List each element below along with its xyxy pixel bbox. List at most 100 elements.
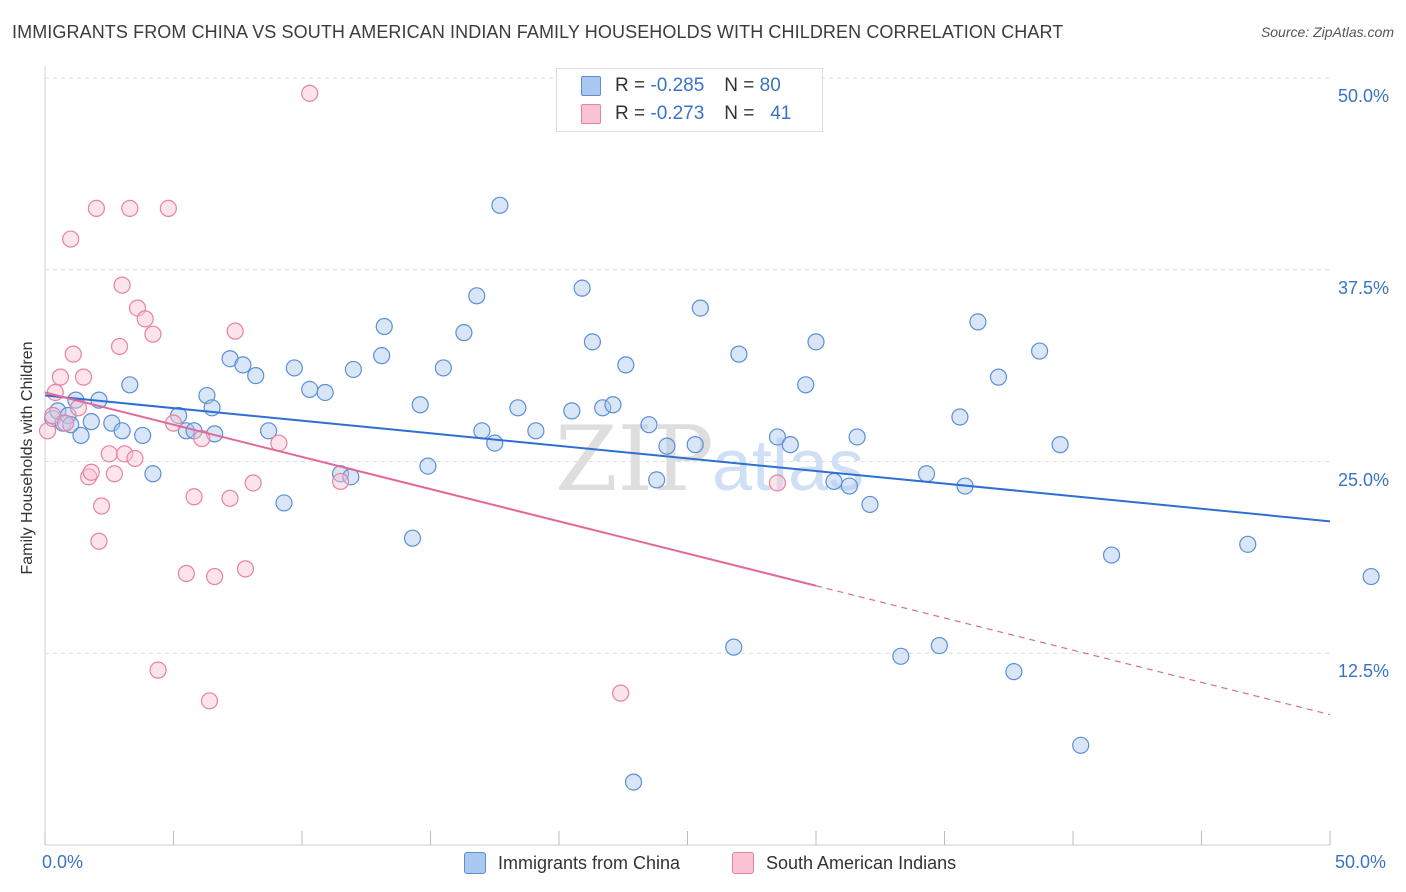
china-point (563, 402, 581, 420)
watermark-atlas: atlas (712, 426, 864, 506)
legend-n-value-south-american-indians: 41 (770, 103, 792, 124)
china-point (121, 376, 139, 394)
legend-row-south-american-indians: R = -0.273 N = 41 (581, 102, 791, 126)
south-american-indian-point (90, 532, 108, 550)
china-point (730, 345, 748, 363)
china-point (691, 299, 709, 317)
south-american-indian-point (105, 465, 123, 483)
south-american-indian-point (149, 661, 167, 679)
axes (44, 66, 1331, 846)
legend-item-china[interactable]: Immigrants from China (464, 852, 680, 874)
trend-line-china (44, 394, 1331, 523)
legend-swatch-china (464, 852, 486, 874)
south-american-indian-point (121, 199, 139, 217)
china-point (316, 383, 334, 402)
south-american-indian-point (159, 199, 177, 217)
china-point (604, 396, 622, 414)
china-point (285, 359, 303, 377)
china-point (275, 494, 293, 512)
china-point (1030, 342, 1049, 360)
legend-r-value-china: -0.285 (650, 75, 705, 96)
china-point (686, 436, 704, 454)
south-american-indian-point (612, 684, 630, 702)
south-american-indian-point (44, 406, 62, 425)
legend-n-value-china: 80 (759, 75, 781, 96)
trend-line-south-american-indians (44, 391, 817, 587)
south-american-indian-point (193, 429, 211, 448)
south-american-indian-point (113, 276, 131, 294)
china-point (930, 636, 948, 655)
china-point (301, 380, 319, 399)
south-american-indian-point (38, 422, 57, 440)
china-point (259, 422, 278, 440)
china-point (840, 477, 859, 495)
china-point (658, 437, 676, 455)
china-point (247, 366, 265, 385)
china-point (781, 436, 799, 454)
south-american-indian-point (74, 368, 93, 386)
y-tick-label-0: 12.5% (1338, 661, 1390, 682)
trend-lines (44, 391, 1331, 716)
south-american-indian-point (92, 497, 111, 515)
china-point (373, 347, 391, 365)
south-american-indian-point (116, 445, 134, 463)
series-south-american-indians (38, 84, 787, 710)
china-point (640, 416, 658, 434)
legend-r-value-south-american-indians: -0.273 (650, 103, 705, 124)
south-american-indian-point (136, 310, 154, 328)
south-american-indian-point (64, 345, 82, 363)
south-american-indian-point (87, 199, 106, 217)
china-point (825, 472, 843, 491)
correlation-legend: R = -0.285 N = 80 R = -0.273 N = 41 (556, 68, 823, 132)
south-american-indian-point (126, 449, 144, 468)
china-point (583, 333, 602, 351)
china-point (403, 529, 422, 547)
china-point (617, 356, 635, 374)
china-point (1102, 546, 1121, 564)
china-point (768, 428, 787, 446)
legend-label-china: Immigrants from China (498, 852, 681, 873)
south-american-indian-point (226, 322, 244, 340)
legend-item-south-american-indians[interactable]: South American Indians (732, 852, 956, 874)
series-legend: Immigrants from China South American Ind… (0, 852, 1406, 878)
legend-r-label: R = (615, 103, 646, 124)
south-american-indian-point (177, 564, 195, 583)
watermark: ZIP atlas (555, 407, 864, 512)
south-american-indian-point (110, 337, 129, 356)
china-point (573, 279, 591, 297)
china-point (411, 396, 429, 414)
china-point (473, 422, 491, 440)
y-tick-label-2: 37.5% (1338, 277, 1390, 298)
china-point (725, 638, 743, 656)
trend-line-south-american-indians-extension (815, 585, 1331, 716)
source-label: Source: ZipAtlas.com (1260, 24, 1394, 40)
legend-n-label: N = (724, 75, 755, 96)
south-american-indian-point (100, 445, 118, 463)
x-tick-label-max: 50.0% (1335, 852, 1387, 872)
south-american-indian-point (80, 468, 98, 486)
china-point (113, 422, 131, 440)
y-tick-label-3: 50.0% (1338, 86, 1390, 106)
china-point (468, 287, 486, 305)
china-point (594, 399, 612, 417)
china-point (624, 773, 643, 791)
china-point (969, 313, 987, 331)
south-american-indian-point (82, 463, 100, 481)
china-point (434, 359, 452, 377)
south-american-indian-point (221, 489, 239, 507)
china-point (989, 368, 1008, 386)
south-american-indian-point (185, 488, 203, 506)
china-point (648, 471, 666, 489)
south-american-indian-point (206, 567, 224, 586)
south-american-indian-point (768, 474, 787, 492)
south-american-indian-point (301, 84, 319, 102)
china-point (144, 465, 162, 483)
legend-swatch-south-american-indians (581, 104, 601, 124)
china-point (419, 457, 437, 475)
legend-label-south-american-indians: South American Indians (766, 852, 957, 873)
south-american-indian-point (331, 472, 350, 491)
chart-title: IMMIGRANTS FROM CHINA VS SOUTH AMERICAN … (12, 22, 1064, 42)
china-point (797, 376, 815, 394)
south-american-indian-point (56, 414, 75, 432)
china-point (1239, 535, 1257, 553)
